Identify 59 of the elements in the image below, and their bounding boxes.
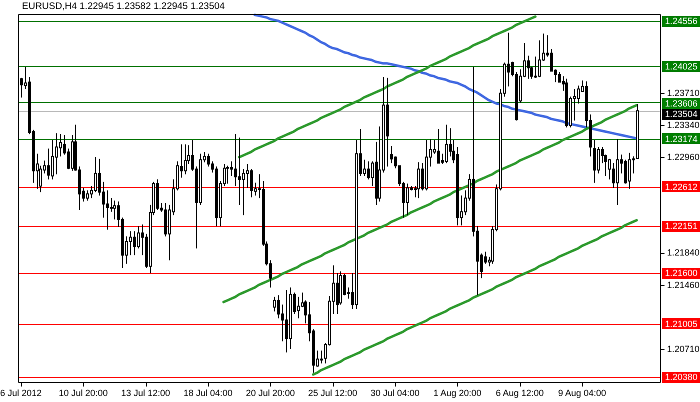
y-tick-label: 1.23340	[667, 120, 700, 130]
candlestick	[47, 148, 50, 180]
x-tick-label: 6 Aug 12:00	[496, 388, 544, 398]
candlestick	[246, 163, 249, 188]
candlestick	[636, 104, 639, 159]
candlestick	[289, 287, 292, 350]
ref-line-label: 1.24556	[665, 16, 698, 26]
x-tick-label: 25 Jul 12:00	[308, 388, 358, 398]
candlestick	[59, 134, 62, 157]
chart-title: EURUSD,H4 1.22945 1.23582 1.22945 1.23504	[22, 1, 225, 12]
line-series	[312, 218, 638, 376]
y-tick-label: 1.21460	[667, 280, 700, 290]
ref-line-label: 1.21600	[665, 268, 698, 278]
x-tick-label: 18 Jul 04:00	[183, 388, 232, 398]
line-series	[253, 14, 638, 140]
x-tick-label: 10 Jul 20:00	[58, 388, 108, 398]
y-tick-label: 1.22960	[667, 152, 700, 162]
x-tick-label: 13 Jul 12:00	[121, 388, 170, 398]
candlestick	[133, 230, 136, 256]
candlestick	[456, 146, 459, 226]
ref-line-label: 1.23174	[665, 134, 698, 144]
x-tick-label: 9 Aug 04:00	[558, 388, 606, 398]
y-tick-label: 1.20710	[667, 344, 700, 354]
candlestick	[230, 160, 233, 176]
candlestick	[336, 272, 339, 314]
x-tick-label: 20 Jul 20:00	[246, 388, 295, 398]
ref-line-label: 1.23606	[665, 98, 698, 109]
ref-line-label: 1.22151	[665, 221, 698, 232]
ref-line-label: 1.20380	[665, 372, 698, 382]
ref-line-label: 1.24025	[665, 61, 698, 72]
candlestick	[285, 290, 288, 353]
candlestick	[616, 138, 619, 206]
x-tick-label: 6 Jul 2012	[0, 388, 42, 398]
y-tick-label: 1.21840	[667, 248, 700, 258]
line-series	[222, 104, 638, 304]
candlestick	[106, 190, 109, 230]
ref-line-label: 1.22612	[665, 182, 698, 192]
y-tick-label: 1.23710	[667, 88, 700, 98]
candlestick	[612, 162, 615, 188]
candlestick	[238, 137, 241, 206]
candlestick	[234, 134, 237, 187]
x-tick-label: 30 Jul 04:00	[370, 388, 420, 398]
line-series	[238, 15, 537, 158]
candlestick	[242, 168, 245, 216]
candlestick	[55, 132, 58, 175]
candlestick	[113, 200, 116, 220]
candlestick	[437, 128, 440, 164]
candlestick	[129, 230, 132, 256]
ref-line-label: 1.21005	[665, 318, 698, 329]
candlestick	[281, 304, 284, 342]
candlestick	[297, 296, 300, 319]
candlestick	[406, 183, 409, 216]
ref-line-label: 1.23504	[665, 109, 698, 120]
candlestick	[71, 134, 74, 172]
candlestick	[593, 140, 596, 184]
x-tick-label: 1 Aug 20:00	[433, 388, 482, 398]
candlestick	[386, 77, 389, 168]
candlestick	[527, 55, 530, 80]
candlestick	[355, 140, 358, 310]
